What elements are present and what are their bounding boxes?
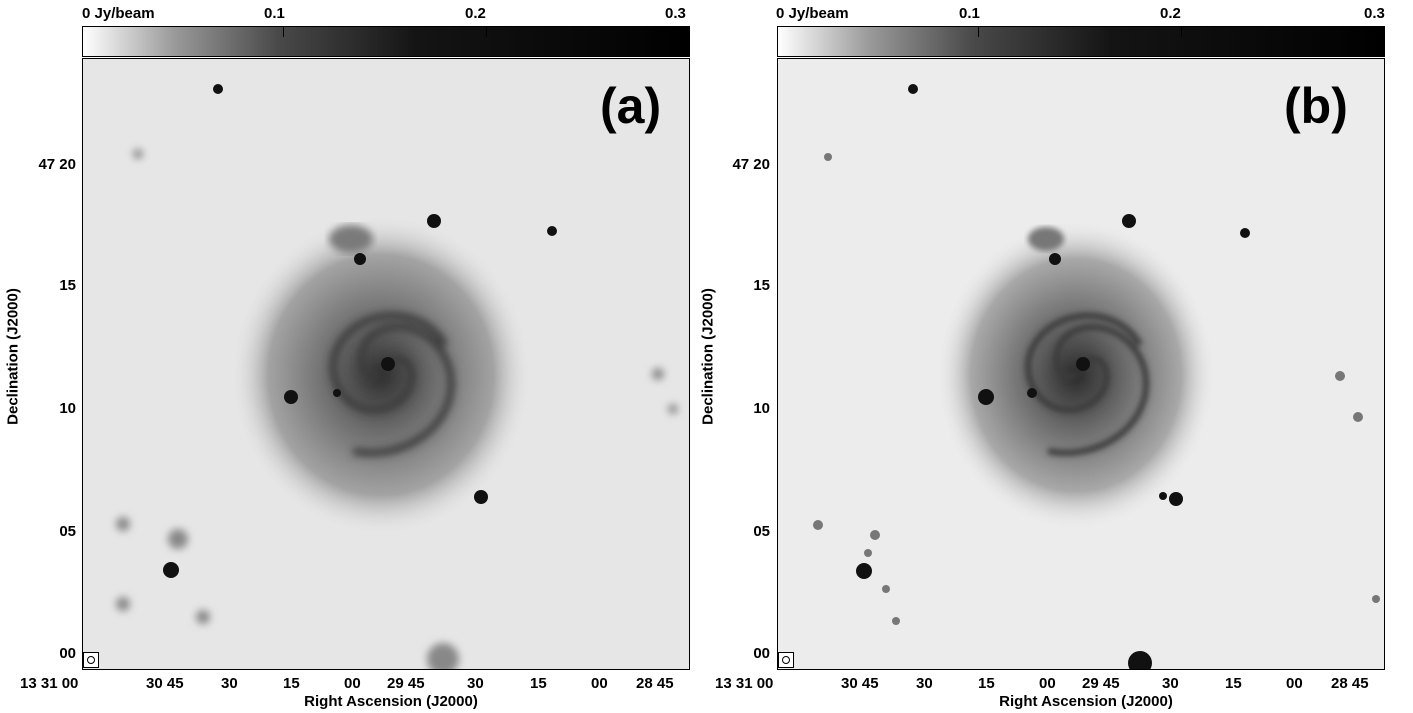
colorbar-label-0: 0 Jy/beam	[776, 5, 849, 22]
x-tick-label: 28 45	[636, 675, 674, 692]
x-tick-label: 13 31 00	[715, 675, 774, 692]
y-tick-label: 00	[59, 645, 76, 662]
panel-a: 0 Jy/beam 0.1 0.2 0.3	[0, 0, 700, 713]
x-tick-label: 30	[1162, 675, 1179, 692]
x-tick-label: 15	[978, 675, 995, 692]
y-tick-label: 10	[59, 400, 76, 417]
colorbar-label-2: 0.2	[1160, 5, 1181, 22]
colorbar-label-1: 0.1	[264, 5, 285, 22]
x-tick-label: 00	[1039, 675, 1056, 692]
x-tick-label: 28 45	[1331, 675, 1369, 692]
y-tick-label: 15	[753, 277, 770, 294]
radio-map-image	[82, 58, 690, 670]
x-tick-label: 13 31 00	[20, 675, 79, 692]
x-tick-label: 15	[1225, 675, 1242, 692]
x-tick-label: 00	[591, 675, 608, 692]
y-axis-label: Declination (J2000)	[4, 288, 22, 425]
panel-label: (b)	[1284, 78, 1348, 134]
beam-marker	[778, 652, 794, 668]
x-axis-label: Right Ascension (J2000)	[304, 693, 478, 710]
y-axis-label: Declination (J2000)	[699, 288, 717, 425]
colorbar-label-3: 0.3	[665, 5, 686, 22]
colorbar-label-3: 0.3	[1364, 5, 1385, 22]
x-tick-label: 30 45	[146, 675, 184, 692]
y-tick-label: 15	[59, 277, 76, 294]
x-tick-label: 15	[283, 675, 300, 692]
x-axis-label: Right Ascension (J2000)	[999, 693, 1173, 710]
panel-label: (a)	[600, 78, 662, 134]
y-tick-label: 47 20	[38, 156, 76, 173]
x-tick-label: 00	[344, 675, 361, 692]
beam-marker	[83, 652, 99, 668]
colorbar-label-1: 0.1	[959, 5, 980, 22]
colorbar-label-0: 0 Jy/beam	[82, 5, 155, 22]
x-tick-label: 30	[916, 675, 933, 692]
colorbar	[777, 26, 1385, 57]
y-tick-label: 10	[753, 400, 770, 417]
x-tick-label: 30 45	[841, 675, 879, 692]
y-tick-label: 05	[59, 523, 76, 540]
y-tick-label: 05	[753, 523, 770, 540]
x-tick-label: 30	[221, 675, 238, 692]
x-tick-label: 30	[467, 675, 484, 692]
x-tick-label: 29 45	[387, 675, 425, 692]
x-tick-label: 15	[530, 675, 547, 692]
y-tick-label: 47 20	[732, 156, 770, 173]
y-tick-label: 00	[753, 645, 770, 662]
colorbar	[82, 26, 690, 57]
radio-map-image	[777, 58, 1385, 670]
colorbar-label-2: 0.2	[465, 5, 486, 22]
x-tick-label: 29 45	[1082, 675, 1120, 692]
panel-b: 0 Jy/beam 0.1 0.2 0.3	[700, 0, 1400, 713]
x-tick-label: 00	[1286, 675, 1303, 692]
